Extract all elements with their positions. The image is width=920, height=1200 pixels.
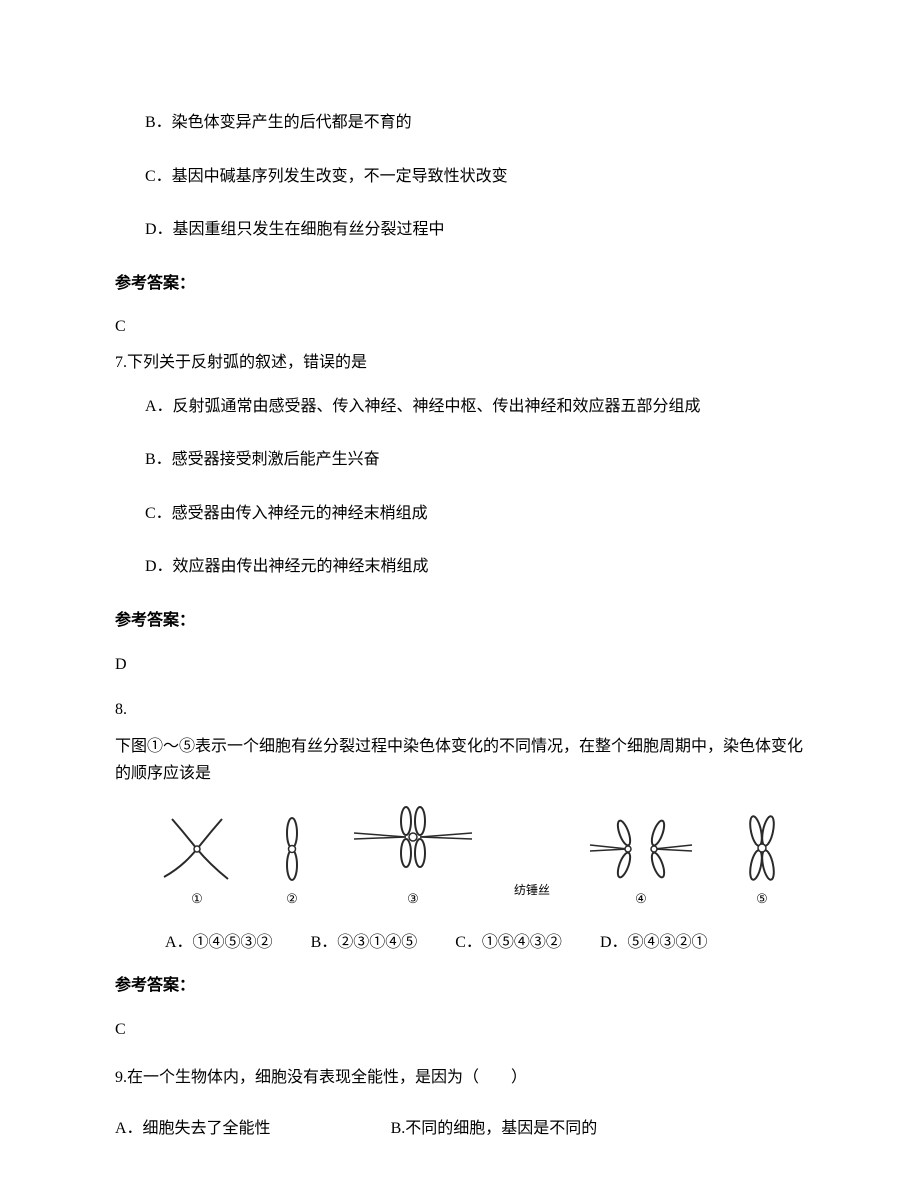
q7-option-d: D．效应器由传出神经元的神经末梢组成: [145, 554, 805, 580]
q8-diagram-5: ⑤: [732, 813, 792, 910]
q7-option-a: A．反射弧通常由感受器、传入神经、神经中枢、传出神经和效应器五部分组成: [145, 394, 805, 420]
q8-diagram-row: ① ② ③ 纺锤丝: [145, 805, 805, 910]
q8-diagram-1: ①: [158, 813, 236, 910]
q8-choice-c: C．①⑤④③②: [455, 930, 562, 956]
q6-option-c: C．基因中碱基序列发生改变，不一定导致性状改变: [145, 164, 805, 190]
q8-answer-label: 参考答案：: [115, 973, 805, 999]
q6-answer-value: C: [115, 314, 805, 340]
q8-diagram-3-label: ③: [407, 889, 419, 910]
q8-choice-a: A．①④⑤③②: [165, 930, 273, 956]
q9-choices: A．细胞失去了全能性 B.不同的细胞，基因是不同的: [115, 1116, 805, 1142]
q8-choice-b: B．②③①④⑤: [311, 930, 418, 956]
q9-option-b: B.不同的细胞，基因是不同的: [391, 1116, 598, 1142]
q8-diagram-annot: 纺锤丝: [514, 881, 550, 900]
q7-answer-label: 参考答案：: [115, 608, 805, 634]
q7-stem: 7.下列关于反射弧的叙述，错误的是: [115, 350, 805, 376]
q7-option-b: B．感受器接受刺激后能产生兴奋: [145, 447, 805, 473]
q7-answer-value: D: [115, 652, 805, 678]
q8-diagram-3: ③: [348, 805, 478, 910]
q8-answer-value: C: [115, 1017, 805, 1043]
q8-number: 8.: [115, 697, 805, 723]
q9-option-a: A．细胞失去了全能性: [115, 1116, 271, 1142]
q8-diagram-2-label: ②: [286, 889, 298, 910]
q8-choice-d: D．⑤④③②①: [600, 930, 708, 956]
q8-diagram-annot-text: 纺锤丝: [514, 881, 550, 900]
q8-choices: A．①④⑤③② B．②③①④⑤ C．①⑤④③② D．⑤④③②①: [165, 930, 805, 956]
q8-diagram-4-label: ④: [635, 889, 647, 910]
q7-option-c: C．感受器由传入神经元的神经末梢组成: [145, 501, 805, 527]
q6-answer-label: 参考答案：: [115, 271, 805, 297]
q6-option-d: D．基因重组只发生在细胞有丝分裂过程中: [145, 217, 805, 243]
q8-diagram-4: ④: [586, 813, 696, 910]
q8-diagram-5-label: ⑤: [756, 889, 768, 910]
q8-intro: 下图①～⑤表示一个细胞有丝分裂过程中染色体变化的不同情况，在整个细胞周期中，染色…: [115, 733, 805, 787]
q6-option-b: B．染色体变异产生的后代都是不育的: [145, 110, 805, 136]
q8-diagram-1-label: ①: [191, 889, 203, 910]
q8-diagram-2: ②: [272, 813, 312, 910]
q9-stem: 9.在一个生物体内，细胞没有表现全能性，是因为（ ）: [115, 1065, 805, 1091]
